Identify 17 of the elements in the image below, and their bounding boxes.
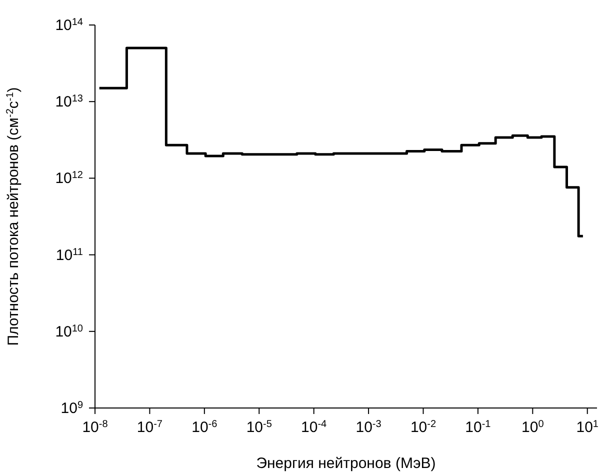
x-tick-label: 10$^{-5}$ (246, 418, 272, 436)
x-tick-label: 10$^{-2}$ (410, 418, 436, 436)
x-tick-label: 10$^{-4}$ (301, 418, 328, 436)
x-tick-label: 10$^{-8}$ (82, 418, 108, 436)
y-tick-label: 10$^{12}$ (55, 170, 84, 188)
x-tick-label: 10$^{0}$ (522, 418, 544, 436)
y-tick-label: 10$^{10}$ (55, 322, 84, 340)
x-tick-label: 10$^{-1}$ (465, 418, 492, 436)
x-tick-label: 10$^{-7}$ (136, 418, 163, 436)
x-tick-label: 10$^{-6}$ (192, 418, 218, 436)
x-tick-label: 10$^{1}$ (576, 418, 599, 436)
y-tick-label: 10$^{9}$ (60, 400, 84, 417)
x-axis-title: Энергия нейтронов (МэВ) (256, 455, 436, 472)
y-tick-label: 10$^{13}$ (55, 93, 84, 111)
y-tick-label: 10$^{14}$ (55, 16, 84, 34)
y-tick-label: 10$^{11}$ (56, 246, 84, 264)
x-tick-label: 10$^{-3}$ (356, 418, 382, 436)
